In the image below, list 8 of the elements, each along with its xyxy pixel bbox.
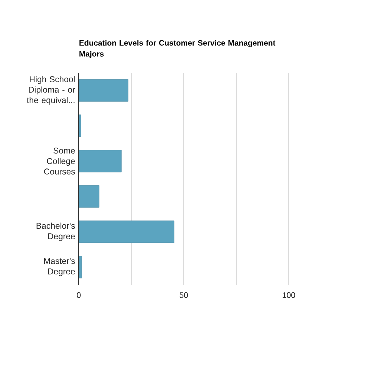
- y-tick-label: Bachelor's Degree: [36, 222, 76, 242]
- y-tick-label: Master's Degree: [44, 258, 76, 276]
- bar: [79, 185, 100, 208]
- bar: [79, 220, 175, 244]
- y-tick-label: Some College Courses: [44, 148, 76, 175]
- y-tick-label: High School Diploma - or the equival...: [27, 76, 76, 106]
- bar: [79, 150, 122, 173]
- bar: [79, 79, 129, 102]
